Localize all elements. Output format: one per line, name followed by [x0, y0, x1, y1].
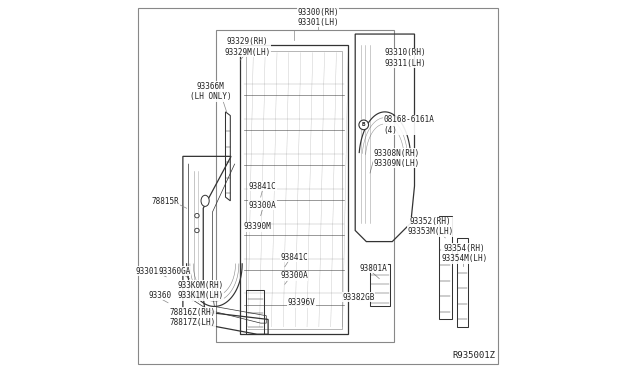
Circle shape	[359, 120, 369, 130]
Text: 93396V: 93396V	[287, 298, 316, 307]
Text: 93841C: 93841C	[249, 182, 276, 190]
Ellipse shape	[201, 195, 209, 206]
Text: B: B	[362, 122, 365, 127]
Bar	[246, 51, 342, 329]
Text: 93360GA: 93360GA	[159, 267, 191, 276]
Text: 78816Z(RH)
78817Z(LH): 78816Z(RH) 78817Z(LH)	[169, 308, 215, 327]
Text: 93308N(RH)
93309N(LH): 93308N(RH) 93309N(LH)	[374, 148, 420, 168]
Bar	[216, 31, 394, 341]
Text: 93390M: 93390M	[243, 222, 271, 231]
Bar	[370, 264, 390, 307]
Text: 93300A: 93300A	[249, 201, 276, 210]
Circle shape	[195, 214, 199, 218]
Text: R935001Z: R935001Z	[452, 351, 495, 360]
Text: 93801A: 93801A	[360, 264, 388, 273]
Text: 933K0M(RH)
933K1M(LH): 933K0M(RH) 933K1M(LH)	[177, 281, 224, 300]
Text: 93366M
(LH ONLY): 93366M (LH ONLY)	[190, 82, 232, 101]
Text: 93352(RH)
93353M(LH): 93352(RH) 93353M(LH)	[407, 217, 454, 237]
Bar	[240, 45, 348, 334]
Text: 93300(RH)
93301(LH): 93300(RH) 93301(LH)	[298, 8, 339, 27]
Text: 08168-6161A
(4): 08168-6161A (4)	[383, 115, 434, 135]
Text: 93329(RH)
93329M(LH): 93329(RH) 93329M(LH)	[225, 37, 271, 57]
Text: 93354(RH)
93354M(LH): 93354(RH) 93354M(LH)	[442, 244, 488, 263]
Text: 78815R: 78815R	[152, 197, 179, 206]
Text: 93300A: 93300A	[280, 271, 308, 280]
Text: 93841C: 93841C	[280, 253, 308, 262]
Text: 93301A: 93301A	[136, 267, 163, 276]
Text: 93382GB: 93382GB	[343, 293, 375, 302]
Text: 93310(RH)
93311(LH): 93310(RH) 93311(LH)	[385, 48, 426, 68]
Circle shape	[195, 228, 199, 233]
Text: 93360: 93360	[148, 291, 172, 300]
